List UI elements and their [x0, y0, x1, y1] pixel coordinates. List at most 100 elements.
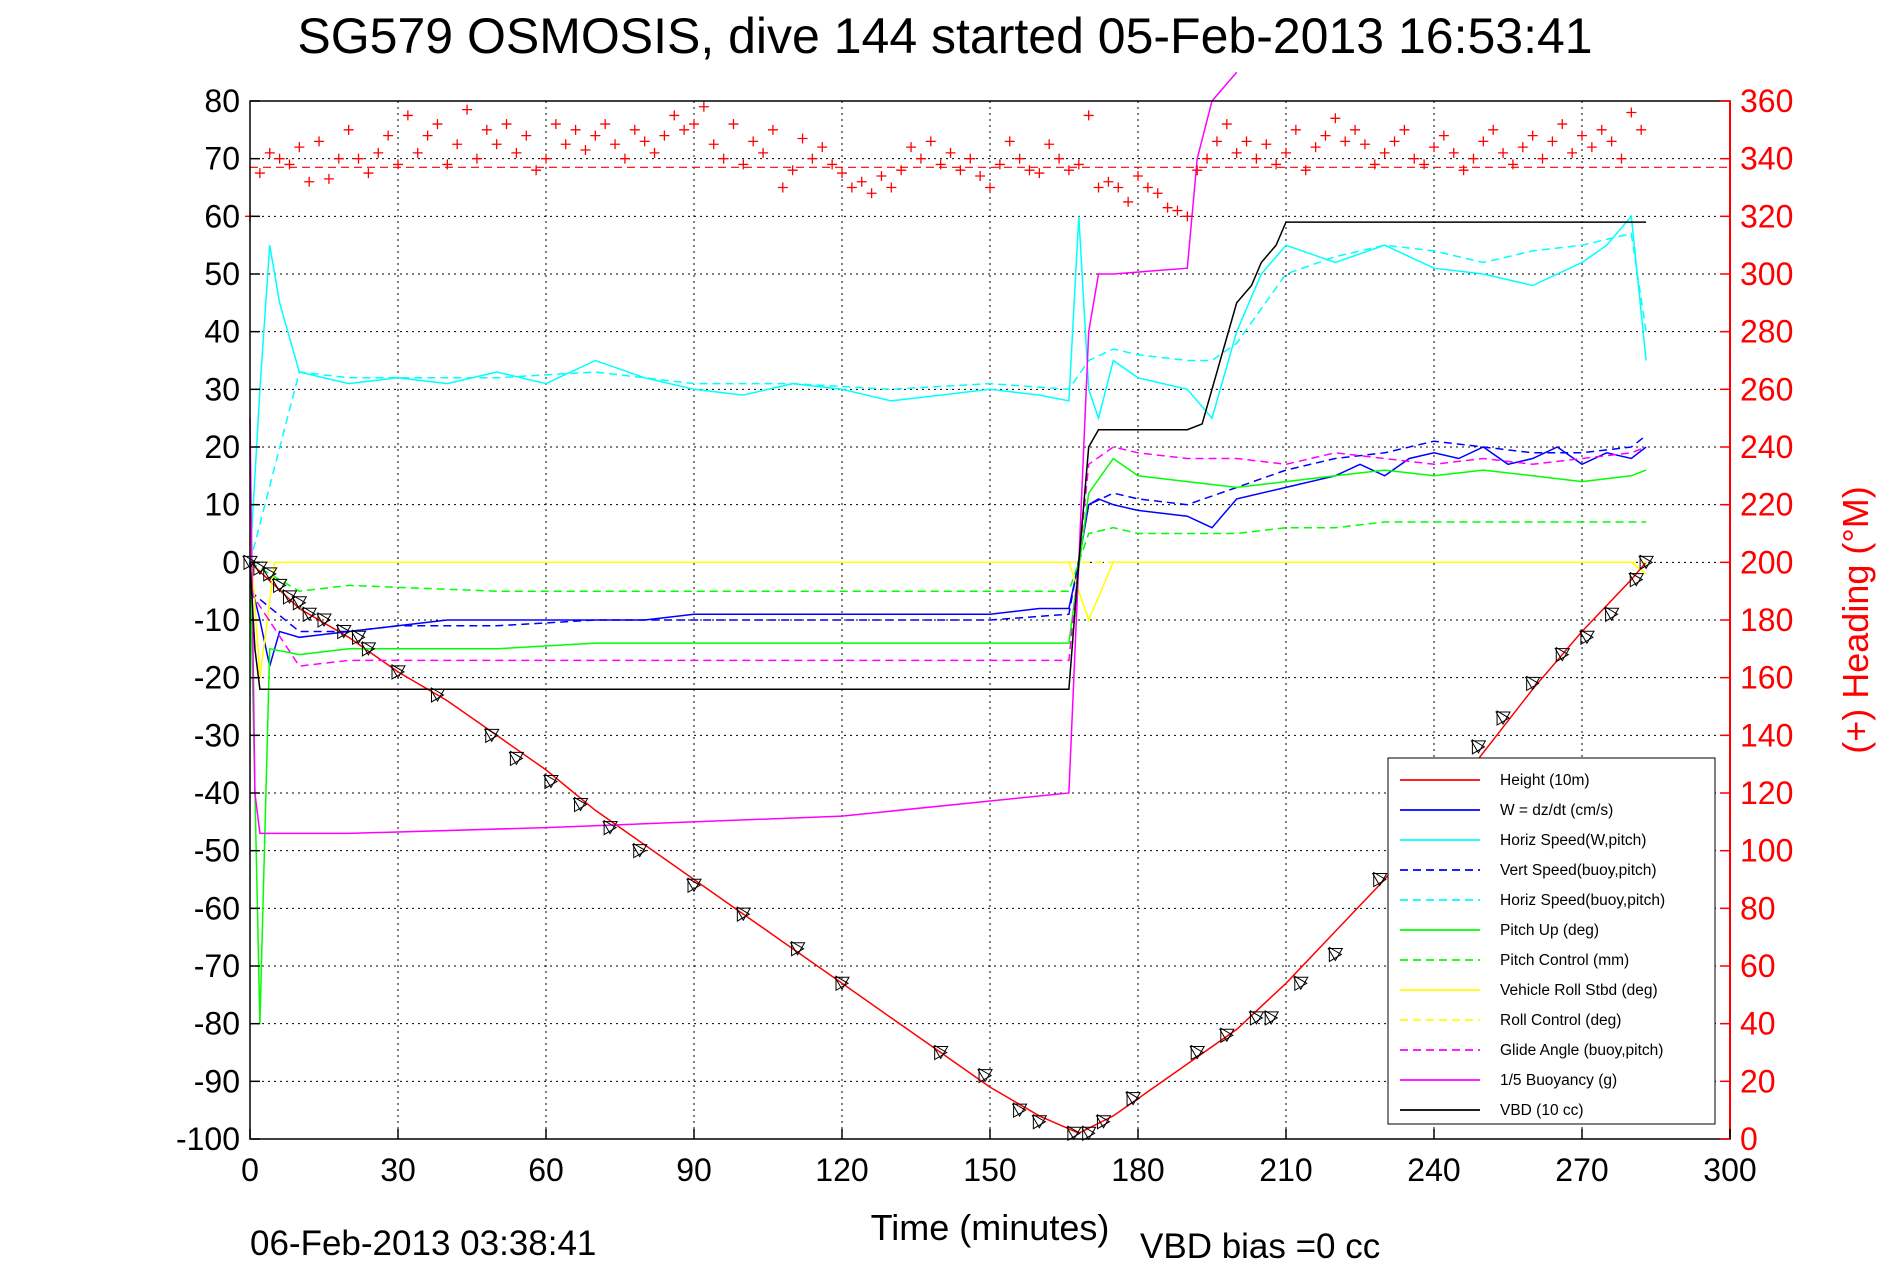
height-marker — [509, 750, 524, 767]
heading-point — [1083, 110, 1094, 121]
heading-point — [846, 182, 857, 193]
heading-point — [590, 130, 601, 141]
height-marker — [1011, 1103, 1028, 1118]
height-marker — [1639, 554, 1654, 571]
heading-point — [1172, 205, 1183, 216]
height-marker — [292, 594, 307, 611]
height-marker — [603, 819, 618, 836]
height-marker — [543, 774, 559, 789]
y-tick-label: 70 — [204, 141, 240, 177]
heading-point — [718, 153, 729, 164]
height-marker — [1095, 1115, 1112, 1129]
heading-point — [896, 165, 907, 176]
height-marker — [932, 1046, 949, 1060]
y2-tick-label: 260 — [1740, 371, 1793, 407]
legend-box — [1387, 757, 1716, 1125]
height-marker — [273, 577, 287, 594]
height-marker — [1327, 947, 1344, 962]
heading-point — [1142, 182, 1153, 193]
heading-point — [1547, 136, 1558, 147]
heading-point — [1034, 168, 1045, 179]
height-marker — [291, 596, 308, 610]
heading-point — [333, 153, 344, 164]
height-marker — [302, 606, 317, 623]
legend-label: Horiz Speed(W,pitch) — [1500, 832, 1646, 849]
height-marker — [1555, 646, 1570, 663]
height-marker — [1032, 1113, 1047, 1130]
heading-point — [1014, 153, 1025, 164]
height-marker — [1471, 738, 1486, 755]
legend-label: W = dz/dt (cm/s) — [1500, 802, 1613, 819]
heading-point — [1211, 136, 1222, 147]
legend-label: Height (10m) — [1500, 772, 1590, 789]
heading-point — [1616, 153, 1627, 164]
height-marker — [1638, 555, 1655, 570]
heading-point — [560, 139, 571, 150]
y-tick-label: -40 — [194, 775, 240, 811]
height-marker — [572, 798, 589, 812]
x-tick-label: 300 — [1703, 1152, 1756, 1188]
heading-point — [1340, 136, 1351, 147]
height-marker — [1292, 976, 1309, 991]
y2-tick-label: 80 — [1740, 890, 1776, 926]
heading-point — [1133, 170, 1143, 181]
footer-right-bias: VBD bias =0 cc — [1140, 1227, 1380, 1262]
height-marker — [1264, 1010, 1279, 1026]
heading-point — [1290, 124, 1301, 135]
heading-point — [481, 124, 492, 135]
heading-point — [1379, 147, 1390, 158]
height-marker — [686, 878, 702, 893]
height-marker — [574, 796, 588, 813]
heading-point — [1429, 142, 1439, 153]
x-tick-label: 120 — [815, 1152, 868, 1188]
heading-point — [1300, 165, 1311, 176]
heading-point — [1330, 113, 1341, 124]
height-marker — [736, 906, 751, 922]
legend-label: Horiz Speed(buoy,pitch) — [1500, 892, 1665, 909]
heading-point — [876, 170, 887, 181]
heading-point — [1399, 124, 1410, 135]
y2-tick-label: 180 — [1740, 602, 1793, 638]
height-marker — [429, 688, 446, 702]
series-line — [249, 434, 1647, 633]
legend-label: Glide Angle (buoy,pitch) — [1500, 1042, 1663, 1059]
height-marker — [1496, 710, 1511, 726]
heading-point — [1113, 182, 1124, 193]
height-marker — [335, 625, 352, 639]
height-marker — [1065, 1126, 1082, 1141]
y2-axis-label: (+) Heading (°M) — [1835, 486, 1876, 753]
heading-point — [323, 173, 334, 184]
chart-title: SG579 OSMOSIS, dive 144 started 05-Feb-2… — [297, 8, 1592, 64]
y-tick-label: 20 — [204, 429, 240, 465]
height-marker — [337, 623, 351, 640]
height-marker — [261, 567, 278, 581]
y-tick-label: 10 — [204, 487, 240, 523]
height-marker — [1629, 571, 1644, 588]
x-tick-label: 90 — [676, 1152, 712, 1188]
heading-point — [452, 139, 463, 150]
y-tick-label: 80 — [204, 83, 240, 119]
height-marker — [350, 630, 367, 645]
height-marker — [1263, 1011, 1280, 1025]
x-axis: 0 30 60 90 120 150 180 210 240 270 300 — [241, 1129, 1757, 1188]
height-marker — [271, 578, 288, 593]
height-marker — [1524, 676, 1541, 691]
heading-point — [1123, 196, 1134, 207]
heading-point — [1024, 165, 1035, 176]
height-marker — [1125, 1092, 1141, 1106]
height-marker — [301, 607, 318, 622]
x-tick-label: 60 — [528, 1152, 564, 1188]
y-tick-label: -30 — [194, 717, 240, 753]
heading-point — [580, 145, 591, 156]
heading-point — [965, 153, 976, 164]
heading-point — [629, 124, 640, 135]
series-line — [249, 71, 1238, 835]
heading-point — [1350, 124, 1361, 135]
heading-point — [797, 133, 808, 144]
y2-tick-label: 100 — [1740, 833, 1793, 869]
height-marker — [1294, 975, 1308, 992]
height-marker — [1580, 629, 1594, 646]
heading-point — [1498, 147, 1509, 158]
heading-point — [314, 136, 325, 147]
